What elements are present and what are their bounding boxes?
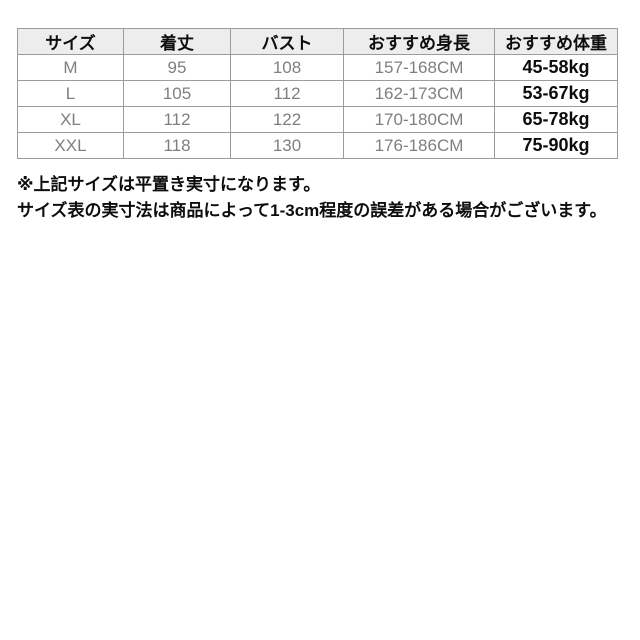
cell-recommended-weight: 75-90kg [494, 132, 618, 159]
cell-bust: 112 [230, 80, 344, 107]
column-header-recommended-height: おすすめ身長 [343, 28, 495, 55]
table-row-size-l: L 105 112 162-173CM 53-67kg [17, 80, 618, 107]
table-row-size-xxl: XXL 118 130 176-186CM 75-90kg [17, 132, 618, 159]
cell-length: 118 [123, 132, 231, 159]
column-header-bust: バスト [230, 28, 344, 55]
cell-size: M [17, 54, 124, 81]
cell-recommended-height: 157-168CM [343, 54, 495, 81]
size-notes: ※上記サイズは平置き実寸になります。 サイズ表の実寸法は商品によって1-3cm程… [17, 172, 627, 224]
column-header-length: 着丈 [123, 28, 231, 55]
column-header-recommended-weight: おすすめ体重 [494, 28, 618, 55]
note-measurement-tolerance: サイズ表の実寸法は商品によって1-3cm程度の誤差がある場合がございます。 [17, 201, 607, 220]
cell-recommended-height: 170-180CM [343, 106, 495, 133]
cell-recommended-weight: 45-58kg [494, 54, 618, 81]
cell-length: 112 [123, 106, 231, 133]
note-flat-measurement: ※上記サイズは平置き実寸になります。 [17, 175, 321, 194]
size-table-header-row: サイズ 着丈 バスト おすすめ身長 おすすめ体重 [17, 28, 618, 55]
cell-recommended-height: 162-173CM [343, 80, 495, 107]
table-row-size-m: M 95 108 157-168CM 45-58kg [17, 54, 618, 81]
cell-size: XL [17, 106, 124, 133]
cell-bust: 122 [230, 106, 344, 133]
cell-bust: 108 [230, 54, 344, 81]
size-chart-table: サイズ 着丈 バスト おすすめ身長 おすすめ体重 M 95 108 157-16… [17, 28, 618, 159]
cell-size: XXL [17, 132, 124, 159]
cell-recommended-height: 176-186CM [343, 132, 495, 159]
cell-size: L [17, 80, 124, 107]
cell-length: 105 [123, 80, 231, 107]
cell-recommended-weight: 65-78kg [494, 106, 618, 133]
column-header-size: サイズ [17, 28, 124, 55]
cell-recommended-weight: 53-67kg [494, 80, 618, 107]
cell-length: 95 [123, 54, 231, 81]
table-row-size-xl: XL 112 122 170-180CM 65-78kg [17, 106, 618, 133]
cell-bust: 130 [230, 132, 344, 159]
